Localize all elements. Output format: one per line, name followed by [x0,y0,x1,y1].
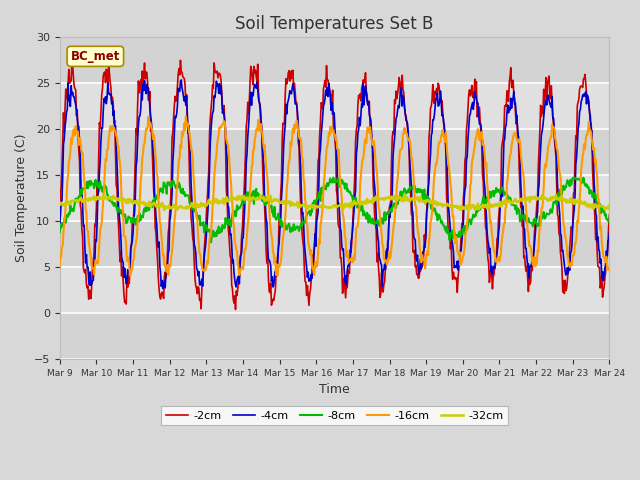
-32cm [401,192,408,198]
-8cm [605,216,613,222]
Bar [60,313,609,359]
Bar [60,37,609,83]
-8cm [178,189,186,195]
-32cm [419,198,427,204]
-32cm [161,207,168,213]
-2cm [403,119,411,125]
-8cm [208,232,216,238]
-32cm [122,200,130,206]
-16cm [419,256,427,262]
Bar [60,129,609,175]
-16cm [66,156,74,161]
-4cm [209,110,216,116]
-4cm [122,281,130,287]
Line: -4cm: -4cm [60,80,609,289]
-32cm [605,205,613,211]
Text: BC_met: BC_met [70,50,120,63]
-2cm [419,261,427,267]
-4cm [180,94,188,100]
-8cm [66,211,74,217]
-16cm [178,129,186,135]
-8cm [330,175,337,180]
-8cm [419,197,427,203]
-2cm [177,58,184,63]
-4cm [403,119,411,124]
-2cm [66,80,74,86]
-32cm [208,201,216,206]
-4cm [605,229,613,235]
-16cm [56,264,63,270]
Line: -32cm: -32cm [60,195,609,210]
-32cm [56,200,63,205]
-16cm [122,242,130,248]
-4cm [419,249,427,255]
-2cm [208,96,216,102]
-8cm [56,229,63,235]
-16cm [274,273,282,279]
Y-axis label: Soil Temperature (C): Soil Temperature (C) [15,134,28,263]
-2cm [232,307,239,312]
-4cm [66,93,74,98]
Line: -8cm: -8cm [60,178,609,242]
-32cm [403,194,411,200]
-8cm [403,188,411,194]
-2cm [605,212,613,217]
-4cm [177,77,185,83]
-2cm [122,301,130,307]
Title: Soil Temperatures Set B: Soil Temperatures Set B [236,15,434,33]
-16cm [208,218,216,224]
X-axis label: Time: Time [319,383,350,396]
-32cm [66,201,74,206]
-2cm [179,73,187,79]
-4cm [56,221,63,227]
Line: -2cm: -2cm [60,60,609,310]
Bar [60,221,609,267]
-4cm [159,286,167,292]
-8cm [122,220,130,226]
Line: -16cm: -16cm [60,116,609,276]
-32cm [179,205,187,211]
-16cm [605,264,613,269]
-16cm [403,131,411,136]
-2cm [56,221,63,227]
-16cm [182,113,189,119]
Legend: -2cm, -4cm, -8cm, -16cm, -32cm: -2cm, -4cm, -8cm, -16cm, -32cm [161,406,508,425]
-8cm [207,240,215,245]
